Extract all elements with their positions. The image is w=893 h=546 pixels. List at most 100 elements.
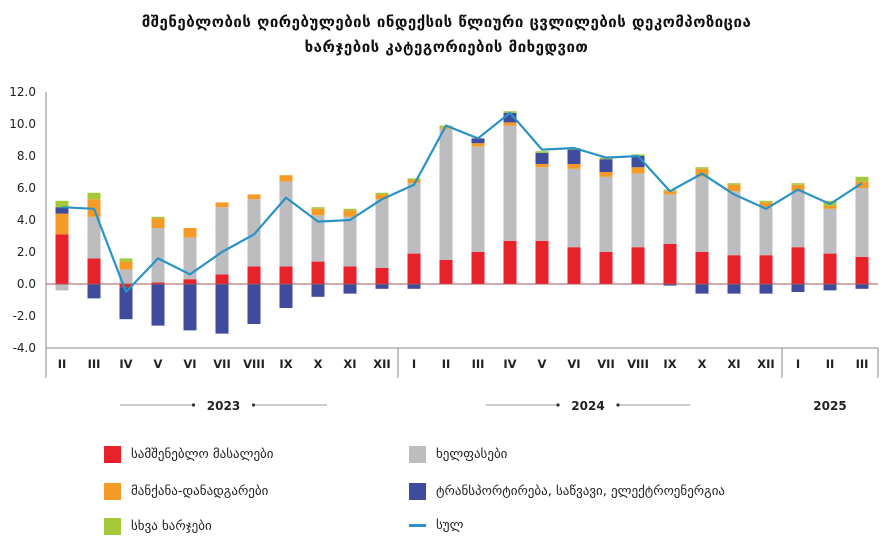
x-tick-label: XII [757,357,774,371]
bar-segment [343,266,357,284]
bar-segment [727,183,741,185]
bar-segment [503,112,517,123]
bar-segment [759,207,773,256]
legend-label-total: სულ [436,518,464,533]
x-tick-label: II [826,357,835,371]
x-tick-label: III [856,357,869,371]
x-tick-label: II [442,357,451,371]
bar-segment [631,247,645,284]
bar-segment [375,284,389,289]
x-tick-label: IX [279,357,292,371]
year-guide-dot [191,403,196,407]
year-label: 2024 [571,399,604,413]
bar-segment [535,167,549,241]
bar-segment [375,199,389,268]
bar-segment [311,208,325,216]
bar-segment [407,253,421,284]
legend-line-total [409,524,426,527]
bar-segment [215,274,229,284]
bar-segment [695,252,709,284]
legend-item-other: სხვა ხარჯები [104,518,212,535]
bar-segment [471,252,485,284]
x-tick-label: VI [567,357,580,371]
bar-segment [119,261,133,270]
bar-segment [87,192,101,200]
bar-segment [151,218,165,228]
x-tick-label: XI [343,357,356,371]
year-guide-dot [251,403,256,407]
bar-segment [375,194,389,200]
bar-segment [599,252,613,284]
year-label: 2023 [207,399,240,413]
bar-segment [55,200,69,208]
bar-segment [503,122,517,126]
bar-segment [535,240,549,284]
year-guide-dot [556,403,560,407]
chart-title: მშენებლობის ღირებულების ინდექსის წლიური … [0,10,893,60]
bar-segment [791,183,805,185]
x-tick-label: V [154,357,163,371]
bar-segment [631,173,645,248]
bar-segment [151,228,165,283]
x-tick-label: IX [663,357,676,371]
bar-segment [599,172,613,177]
bar-segment [215,284,229,334]
bar-segment [183,228,197,238]
bar-segment [215,202,229,208]
legend-item-machinery: მანქანა-დანადგარები [104,483,268,500]
bar-segment [503,125,517,241]
y-tick-label: 12.0 [9,85,36,99]
bar-segment [87,258,101,284]
bar-segment [439,260,453,284]
bar-segment [311,261,325,284]
bar-segment [247,266,261,284]
bar-segment [183,279,197,284]
bar-segment [151,216,165,219]
bar-segment [375,192,389,195]
bar-segment [311,207,325,209]
bar-segment [55,213,69,235]
bar-segment [407,183,421,254]
bar-segment [311,215,325,262]
bar-segment [407,284,421,289]
bar-segment [439,127,453,129]
bar-segment [535,164,549,168]
legend-swatch-transport [409,483,426,500]
bar-segment [727,255,741,284]
bar-segment [87,284,101,299]
bar-segment [119,258,133,262]
bar-segment [471,138,485,144]
bar-segment [439,128,453,260]
x-tick-label: VIII [627,357,649,371]
x-tick-label: X [314,357,323,371]
x-tick-label: XI [727,357,740,371]
bar-segment [823,253,837,284]
year-label: 2025 [813,399,846,413]
bar-segment [55,284,69,291]
bar-segment [87,216,101,259]
bar-segment [151,284,165,326]
legend-label-machinery: მანქანა-დანადგარები [131,484,269,499]
bar-segment [279,266,293,284]
bar-segment [279,181,293,267]
bar-segment [791,184,805,192]
bar-segment [759,284,773,294]
x-tick-label: III [88,357,101,371]
bar-segment [407,180,421,184]
x-tick-label: VI [183,357,196,371]
bar-segment [855,176,869,182]
bar-segment [55,234,69,284]
bar-segment [535,152,549,164]
bar-segment [567,168,581,248]
bar-segment [567,149,581,164]
legend-swatch-machinery [104,483,121,500]
bar-segment [247,194,261,200]
x-tick-label: II [58,357,67,371]
bar-segment [119,269,133,284]
bar-segment [759,200,773,203]
bar-segment [791,284,805,292]
bar-segment [535,151,549,153]
bar-segment [279,175,293,182]
bar-segment [855,188,869,257]
